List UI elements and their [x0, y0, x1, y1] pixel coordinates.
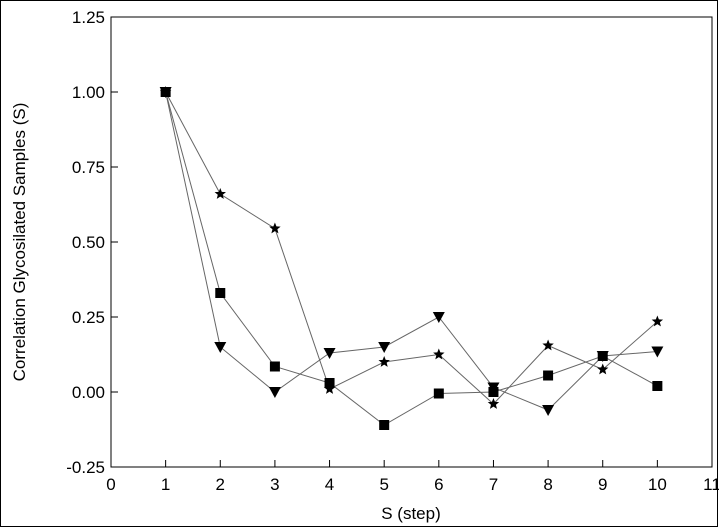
series-line-1 — [165, 91, 658, 426]
data-point-star — [214, 188, 226, 199]
data-point-triangle-down — [596, 351, 609, 362]
x-tick-label: 5 — [379, 475, 388, 494]
data-point-triangle-down — [487, 382, 500, 394]
x-axis-title: S (step) — [381, 504, 441, 523]
x-tick-label: 8 — [543, 475, 552, 494]
y-tick-label: 0.00 — [72, 383, 105, 402]
x-tick-label: 1 — [161, 475, 170, 494]
x-tick-label: 6 — [434, 475, 443, 494]
data-point-star — [487, 398, 500, 409]
data-point-square — [652, 381, 663, 391]
data-point-square — [269, 361, 280, 372]
data-point-triangle-down — [651, 346, 664, 358]
data-point-triangle-down — [378, 342, 391, 353]
x-tick-label: 3 — [270, 475, 279, 494]
data-point-star — [323, 383, 336, 394]
y-tick-label: -0.25 — [66, 458, 105, 477]
data-point-star — [378, 356, 390, 367]
x-tick-label: 11 — [703, 475, 719, 494]
data-point-triangle-down — [323, 348, 336, 359]
data-point-square — [215, 288, 226, 298]
x-tick-label: 0 — [106, 475, 115, 494]
x-tick-label: 9 — [598, 475, 607, 494]
data-point-triangle-down — [214, 342, 227, 353]
data-point-square — [433, 388, 444, 399]
x-tick-label: 7 — [489, 475, 498, 494]
data-point-triangle-down — [542, 405, 555, 416]
data-point-star — [269, 222, 281, 234]
data-point-square — [324, 378, 335, 388]
data-point-star — [159, 86, 172, 97]
data-point-star — [433, 348, 445, 360]
y-tick-label: 1.25 — [72, 8, 105, 27]
data-point-square — [543, 370, 554, 381]
y-tick-label: 1.00 — [72, 83, 105, 102]
x-tick-label: 4 — [325, 475, 334, 494]
data-point-triangle-down — [432, 312, 445, 323]
data-point-star — [651, 315, 664, 327]
data-point-triangle-down — [268, 387, 281, 398]
data-point-square — [379, 420, 390, 430]
x-tick-label: 2 — [216, 475, 225, 494]
series-lines — [165, 91, 658, 426]
y-tick-label: 0.75 — [72, 158, 105, 177]
x-axis: 0 1 2 3 4 5 6 7 8 9 10 11 — [106, 460, 719, 494]
y-tick-label: 0.25 — [72, 308, 105, 327]
plot-area — [110, 16, 713, 468]
data-point-star — [542, 339, 554, 351]
y-tick-label: 0.50 — [72, 233, 105, 252]
series-line-2 — [165, 91, 658, 411]
y-axis: -0.25 0.00 0.25 0.50 0.75 1.00 1.25 — [66, 8, 118, 477]
series-line-3 — [165, 91, 658, 405]
data-point-star — [597, 363, 609, 375]
y-axis-title: Correlation Glycosilated Samples (S) — [10, 103, 29, 382]
series-markers — [159, 86, 664, 430]
x-tick-label: 10 — [648, 475, 667, 494]
